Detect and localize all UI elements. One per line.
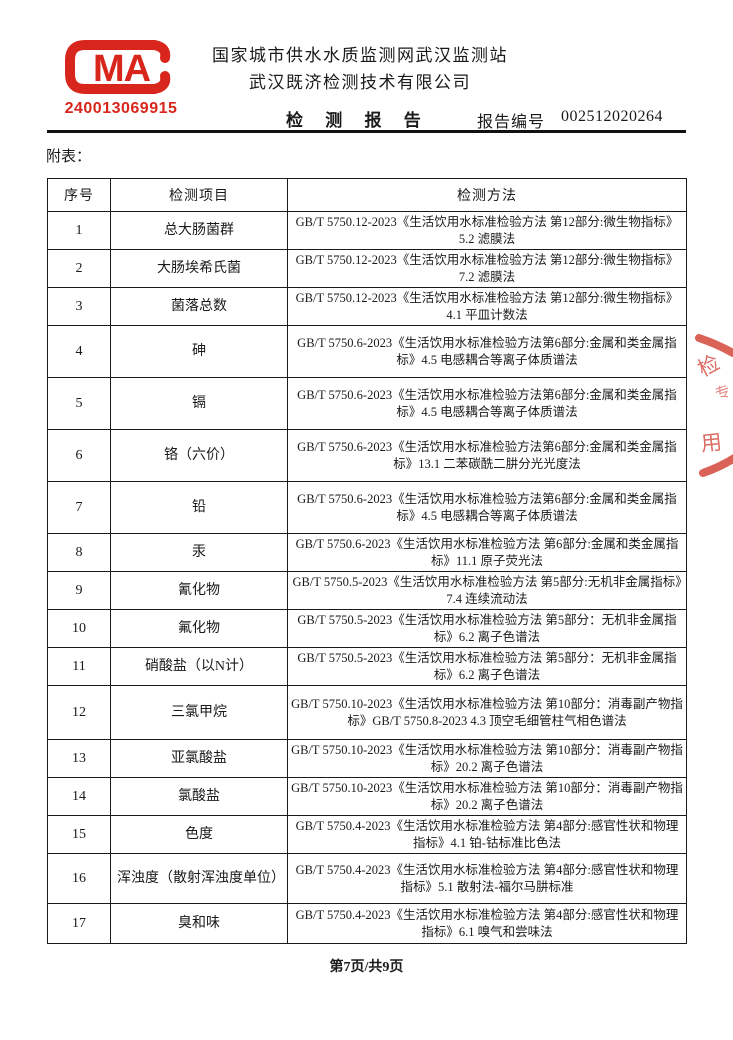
test-method-cell: GB/T 5750.10-2023《生活饮用水标准检验方法 第10部分：消毒副产… (287, 739, 687, 778)
test-item-cell: 砷 (110, 325, 288, 378)
test-item-cell: 硝酸盐（以N计） (110, 647, 288, 686)
page-number: 第7页/共9页 (329, 960, 404, 975)
row-number-cell: 6 (47, 429, 111, 482)
cma-logo: MA 240013069915 (54, 36, 188, 118)
table-row: 2 大肠埃希氏菌 GB/T 5750.12-2023《生活饮用水标准检验方法 第… (47, 249, 687, 288)
table-row: 5 镉 GB/T 5750.6-2023《生活饮用水标准检验方法第6部分:金属和… (47, 377, 687, 430)
test-item-cell: 氯酸盐 (110, 777, 288, 816)
test-method-cell: GB/T 5750.6-2023《生活饮用水标准检验方法第6部分:金属和类金属指… (287, 481, 687, 534)
table-row: 3 菌落总数 GB/T 5750.12-2023《生活饮用水标准检验方法 第12… (47, 287, 687, 326)
header-divider (47, 130, 686, 133)
table-row: 13 亚氯酸盐 GB/T 5750.10-2023《生活饮用水标准检验方法 第1… (47, 739, 687, 778)
table-header-row: 序号 检测项目 检测方法 (47, 178, 687, 212)
test-item-cell: 氰化物 (110, 571, 288, 610)
report-number-label: 报告编号 (477, 114, 546, 131)
row-number-cell: 14 (47, 777, 111, 816)
test-methods-table: 序号 检测项目 检测方法 1 总大肠菌群 GB/T 5750.12-2023《生… (47, 178, 687, 944)
seal-char-1: 检 (694, 350, 724, 381)
table-row: 14 氯酸盐 GB/T 5750.10-2023《生活饮用水标准检验方法 第10… (47, 777, 687, 816)
test-item-cell: 色度 (110, 815, 288, 854)
row-number-cell: 13 (47, 739, 111, 778)
test-item-cell: 氟化物 (110, 609, 288, 648)
column-header-item: 检测项目 (110, 178, 288, 212)
row-number-cell: 3 (47, 287, 111, 326)
test-item-cell: 三氯甲烷 (110, 685, 288, 740)
seal-arc-icon: 检 专 用 (694, 334, 733, 477)
table-row: 15 色度 GB/T 5750.4-2023《生活饮用水标准检验方法 第4部分:… (47, 815, 687, 854)
row-number-cell: 9 (47, 571, 111, 610)
table-row: 6 铬（六价） GB/T 5750.6-2023《生活饮用水标准检验方法第6部分… (47, 429, 687, 482)
table-row: 1 总大肠菌群 GB/T 5750.12-2023《生活饮用水标准检验方法 第1… (47, 211, 687, 250)
test-item-cell: 铅 (110, 481, 288, 534)
test-method-cell: GB/T 5750.12-2023《生活饮用水标准检验方法 第12部分:微生物指… (287, 249, 687, 288)
report-number-value: 002512020264 (561, 108, 663, 125)
row-number-cell: 12 (47, 685, 111, 740)
row-number-cell: 11 (47, 647, 111, 686)
table-row: 17 臭和味 GB/T 5750.4-2023《生活饮用水标准检验方法 第4部分… (47, 903, 687, 944)
test-method-cell: GB/T 5750.12-2023《生活饮用水标准检验方法 第12部分:微生物指… (287, 211, 687, 250)
row-number-cell: 16 (47, 853, 111, 904)
cma-mark-text: MA (93, 48, 151, 90)
table-row: 4 砷 GB/T 5750.6-2023《生活饮用水标准检验方法第6部分:金属和… (47, 325, 687, 378)
test-item-cell: 菌落总数 (110, 287, 288, 326)
row-number-cell: 7 (47, 481, 111, 534)
test-method-cell: GB/T 5750.10-2023《生活饮用水标准检验方法 第10部分：消毒副产… (287, 685, 687, 740)
seal-char-2: 专 (713, 382, 733, 403)
table-row: 7 铅 GB/T 5750.6-2023《生活饮用水标准检验方法第6部分:金属和… (47, 481, 687, 534)
row-number-cell: 17 (47, 903, 111, 944)
table-row: 9 氰化物 GB/T 5750.5-2023《生活饮用水标准检验方法 第5部分:… (47, 571, 687, 610)
report-title: 检 测 报 告 (286, 111, 430, 130)
org-name-line1: 国家城市供水水质监测网武汉监测站 (212, 46, 508, 65)
table-row: 8 汞 GB/T 5750.6-2023《生活饮用水标准检验方法 第6部分:金属… (47, 533, 687, 572)
test-method-cell: GB/T 5750.10-2023《生活饮用水标准检验方法 第10部分：消毒副产… (287, 777, 687, 816)
test-method-cell: GB/T 5750.12-2023《生活饮用水标准检验方法 第12部分:微生物指… (287, 287, 687, 326)
test-method-cell: GB/T 5750.5-2023《生活饮用水标准检验方法 第5部分：无机非金属指… (287, 647, 687, 686)
table-row: 12 三氯甲烷 GB/T 5750.10-2023《生活饮用水标准检验方法 第1… (47, 685, 687, 740)
column-header-no: 序号 (47, 178, 111, 212)
table-row: 10 氟化物 GB/T 5750.5-2023《生活饮用水标准检验方法 第5部分… (47, 609, 687, 648)
row-number-cell: 4 (47, 325, 111, 378)
test-item-cell: 镉 (110, 377, 288, 430)
row-number-cell: 5 (47, 377, 111, 430)
test-method-cell: GB/T 5750.5-2023《生活饮用水标准检验方法 第5部分：无机非金属指… (287, 609, 687, 648)
test-method-cell: GB/T 5750.6-2023《生活饮用水标准检验方法第6部分:金属和类金属指… (287, 377, 687, 430)
test-item-cell: 铬（六价） (110, 429, 288, 482)
test-method-cell: GB/T 5750.4-2023《生活饮用水标准检验方法 第4部分:感官性状和物… (287, 815, 687, 854)
test-method-cell: GB/T 5750.4-2023《生活饮用水标准检验方法 第4部分:感官性状和物… (287, 853, 687, 904)
table-row: 11 硝酸盐（以N计） GB/T 5750.5-2023《生活饮用水标准检验方法… (47, 647, 687, 686)
test-method-cell: GB/T 5750.6-2023《生活饮用水标准检验方法第6部分:金属和类金属指… (287, 325, 687, 378)
seal-char-3: 用 (700, 430, 723, 456)
row-number-cell: 10 (47, 609, 111, 648)
table-row: 16 浑浊度（散射浑浊度单位） GB/T 5750.4-2023《生活饮用水标准… (47, 853, 687, 904)
cma-certificate-number: 240013069915 (64, 100, 178, 117)
test-item-cell: 臭和味 (110, 903, 288, 944)
cma-mark-icon: MA (65, 40, 171, 94)
row-number-cell: 8 (47, 533, 111, 572)
test-item-cell: 亚氯酸盐 (110, 739, 288, 778)
test-item-cell: 汞 (110, 533, 288, 572)
column-header-method: 检测方法 (287, 178, 687, 212)
test-item-cell: 大肠埃希氏菌 (110, 249, 288, 288)
org-name-line2: 武汉既济检测技术有限公司 (249, 73, 471, 92)
test-method-cell: GB/T 5750.5-2023《生活饮用水标准检验方法 第5部分:无机非金属指… (287, 571, 687, 610)
test-method-cell: GB/T 5750.4-2023《生活饮用水标准检验方法 第4部分:感官性状和物… (287, 903, 687, 944)
row-number-cell: 2 (47, 249, 111, 288)
test-method-cell: GB/T 5750.6-2023《生活饮用水标准检验方法第6部分:金属和类金属指… (287, 429, 687, 482)
organization-header: 国家城市供水水质监测网武汉监测站 武汉既济检测技术有限公司 (120, 42, 600, 96)
test-method-cell: GB/T 5750.6-2023《生活饮用水标准检验方法 第6部分:金属和类金属… (287, 533, 687, 572)
test-item-cell: 浑浊度（散射浑浊度单位） (110, 853, 288, 904)
test-item-cell: 总大肠菌群 (110, 211, 288, 250)
partial-red-seal: 检 专 用 (691, 326, 733, 482)
attachment-label: 附表： (46, 149, 92, 165)
row-number-cell: 15 (47, 815, 111, 854)
row-number-cell: 1 (47, 211, 111, 250)
